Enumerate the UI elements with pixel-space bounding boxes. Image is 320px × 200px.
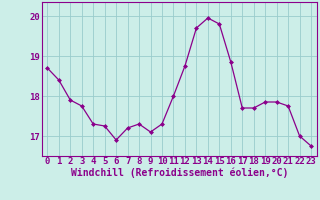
- X-axis label: Windchill (Refroidissement éolien,°C): Windchill (Refroidissement éolien,°C): [70, 168, 288, 178]
